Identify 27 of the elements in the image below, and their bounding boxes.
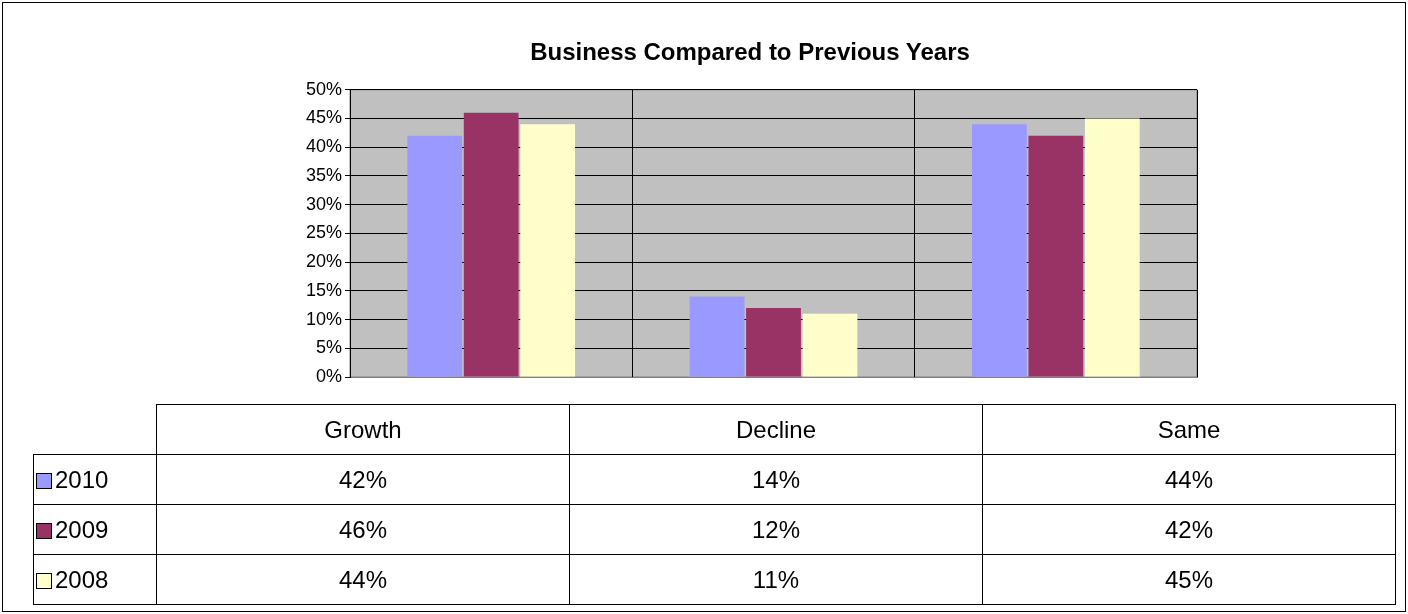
y-tick-label: 30% [306, 193, 343, 214]
legend-label: 2010 [55, 465, 109, 493]
x-tick-label: Decline [569, 404, 983, 455]
y-tick-label: 0% [316, 365, 343, 386]
data-label: 46% [156, 504, 570, 555]
y-tick-label: 10% [306, 308, 343, 329]
data-label: 44% [982, 454, 1396, 505]
y-tick-label: 40% [306, 136, 343, 157]
y-tick-label: 20% [306, 251, 343, 272]
y-tick-label: 35% [306, 164, 343, 185]
data-label: 12% [569, 504, 983, 555]
data-label: 42% [982, 504, 1396, 555]
legend-label: 2008 [55, 565, 109, 593]
data-label: 14% [569, 454, 983, 505]
y-tick-label: 5% [316, 337, 343, 358]
x-tick-label: Same [982, 404, 1396, 455]
y-tick-label: 15% [306, 279, 343, 300]
data-label: 11% [569, 554, 983, 605]
data-label: 44% [156, 554, 570, 605]
y-tick-label: 50% [306, 78, 343, 99]
data-label: 45% [982, 554, 1396, 605]
chart-title: Business Compared to Previous Years [530, 38, 970, 66]
y-tick-label: 45% [306, 107, 343, 128]
legend-label: 2009 [55, 515, 109, 543]
data-label: 42% [156, 454, 570, 505]
x-tick-label: Growth [156, 404, 570, 455]
y-tick-label: 25% [306, 222, 343, 243]
